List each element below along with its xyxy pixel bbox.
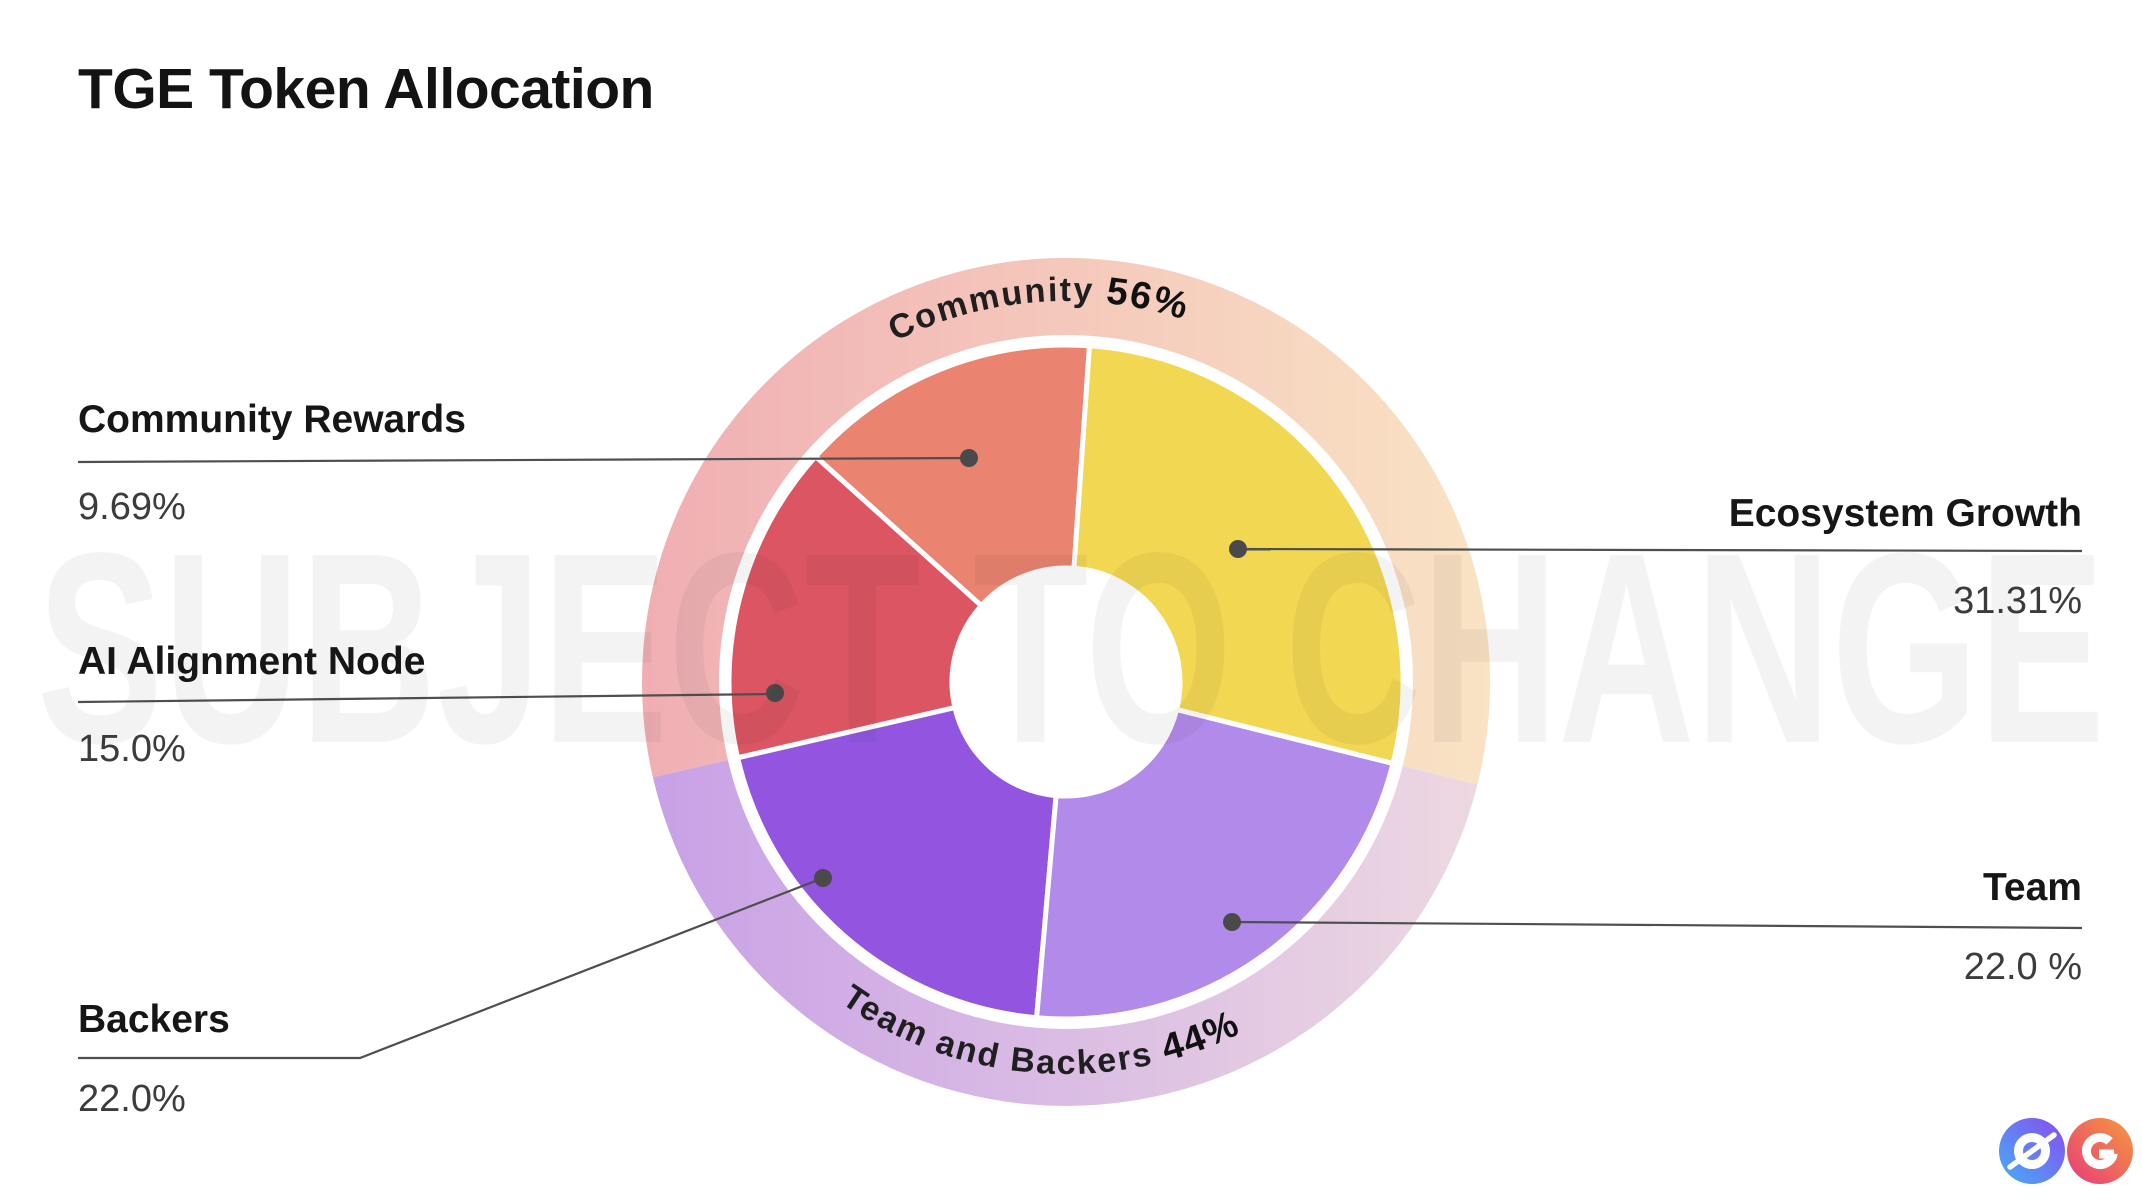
token-allocation-donut-chart: Community 56%Team and Backers 44% xyxy=(642,258,1490,1106)
callout-label-ai-alignment-node: AI Alignment Node xyxy=(78,640,426,683)
callout-value-community-rewards: 9.69% xyxy=(78,486,186,528)
callout-value-ai-alignment-node: 15.0% xyxy=(78,728,186,770)
callout-label-team: Team xyxy=(1983,866,2082,909)
slice-backers xyxy=(735,705,1059,1021)
page-title: TGE Token Allocation xyxy=(78,57,654,121)
callout-label-community-rewards: Community Rewards xyxy=(78,398,466,441)
logo-0-icon xyxy=(1999,1118,2065,1184)
callout-label-backers: Backers xyxy=(78,998,230,1041)
slice-ai-alignment-node xyxy=(726,454,984,761)
callout-label-ecosystem-growth: Ecosystem Growth xyxy=(1728,492,2082,535)
zero-g-logo xyxy=(1999,1118,2133,1184)
group-ring-team-and-backers xyxy=(652,760,1478,1106)
slice-community-rewards xyxy=(813,342,1092,609)
slice-team xyxy=(1034,707,1396,1022)
callout-value-team: 22.0 % xyxy=(1963,946,2082,988)
callout-value-backers: 22.0% xyxy=(78,1078,186,1120)
callout-value-ecosystem-growth: 31.31% xyxy=(1953,580,2082,622)
logo-g-icon xyxy=(2067,1118,2133,1184)
group-ring-community xyxy=(642,258,1490,785)
